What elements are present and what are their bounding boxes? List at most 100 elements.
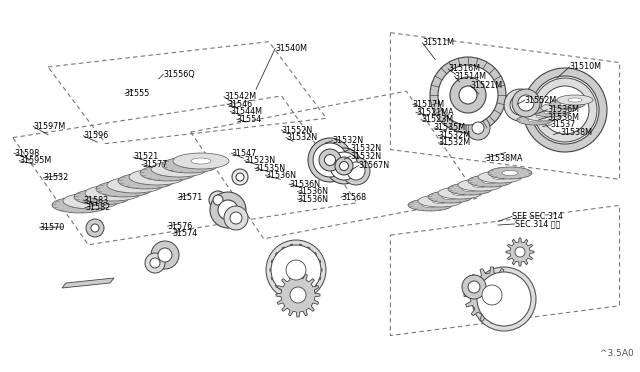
Ellipse shape — [544, 110, 558, 114]
Circle shape — [86, 219, 104, 237]
Text: 31532N: 31532N — [351, 152, 382, 161]
Ellipse shape — [478, 171, 522, 183]
Ellipse shape — [107, 177, 163, 193]
Ellipse shape — [74, 189, 130, 205]
Circle shape — [308, 138, 352, 182]
Circle shape — [290, 287, 306, 303]
Text: 31536M: 31536M — [547, 113, 579, 122]
Ellipse shape — [147, 174, 167, 180]
Circle shape — [158, 248, 172, 262]
Circle shape — [510, 95, 530, 115]
Text: 31532N: 31532N — [333, 136, 364, 145]
Ellipse shape — [452, 190, 468, 196]
Circle shape — [468, 281, 480, 293]
Ellipse shape — [136, 178, 156, 184]
Ellipse shape — [114, 186, 134, 192]
Circle shape — [466, 116, 490, 140]
Ellipse shape — [103, 190, 123, 196]
Text: 31554: 31554 — [237, 115, 262, 124]
Text: 31537: 31537 — [550, 120, 575, 129]
Circle shape — [504, 89, 536, 121]
Ellipse shape — [418, 195, 462, 207]
Circle shape — [459, 86, 477, 104]
Text: 31597M: 31597M — [33, 122, 65, 131]
Text: 31532M: 31532M — [438, 138, 470, 147]
Text: 31556Q: 31556Q — [163, 70, 195, 79]
Text: 31552N: 31552N — [282, 126, 313, 135]
Circle shape — [430, 57, 506, 133]
Ellipse shape — [432, 199, 448, 203]
Circle shape — [330, 152, 358, 180]
Text: 31552M: 31552M — [525, 96, 557, 105]
Text: 31574: 31574 — [173, 229, 198, 238]
Ellipse shape — [422, 202, 438, 208]
Circle shape — [232, 169, 248, 185]
Circle shape — [266, 240, 326, 300]
Text: 31535N: 31535N — [255, 164, 286, 173]
Text: 31532N: 31532N — [286, 133, 317, 142]
Ellipse shape — [482, 179, 498, 183]
Circle shape — [213, 195, 223, 205]
Ellipse shape — [549, 99, 585, 109]
Text: 31547: 31547 — [232, 149, 257, 158]
Circle shape — [224, 206, 248, 230]
Circle shape — [91, 224, 99, 232]
Circle shape — [326, 148, 362, 184]
Circle shape — [271, 245, 321, 295]
Circle shape — [533, 78, 597, 142]
Ellipse shape — [552, 106, 566, 110]
Text: 31567N: 31567N — [358, 161, 390, 170]
Circle shape — [482, 285, 502, 305]
Text: 31582: 31582 — [85, 203, 110, 212]
Ellipse shape — [533, 107, 569, 117]
Ellipse shape — [502, 170, 518, 176]
Text: 31523M: 31523M — [421, 115, 453, 124]
Ellipse shape — [462, 186, 478, 192]
Ellipse shape — [169, 166, 189, 172]
Polygon shape — [62, 278, 114, 288]
Text: 31570: 31570 — [40, 223, 65, 232]
Text: 31542M: 31542M — [224, 92, 256, 101]
Ellipse shape — [568, 98, 582, 102]
Ellipse shape — [488, 167, 532, 179]
Text: 31576: 31576 — [168, 222, 193, 231]
Text: 31510M: 31510M — [570, 62, 602, 71]
Ellipse shape — [96, 181, 152, 197]
Circle shape — [218, 200, 238, 220]
Ellipse shape — [92, 194, 112, 200]
Ellipse shape — [517, 115, 553, 125]
Circle shape — [477, 272, 531, 326]
Text: 31568: 31568 — [341, 193, 366, 202]
Circle shape — [518, 95, 534, 111]
Ellipse shape — [81, 198, 101, 204]
Circle shape — [339, 161, 349, 170]
Circle shape — [472, 122, 484, 134]
Text: 31544M: 31544M — [230, 107, 262, 116]
Ellipse shape — [472, 183, 488, 187]
Circle shape — [145, 253, 165, 273]
Polygon shape — [270, 244, 322, 296]
Circle shape — [286, 260, 306, 280]
Text: 31532N: 31532N — [351, 144, 382, 153]
Circle shape — [210, 192, 246, 228]
Text: 31536M: 31536M — [547, 105, 579, 114]
Ellipse shape — [85, 185, 141, 201]
Ellipse shape — [191, 158, 211, 164]
Ellipse shape — [118, 173, 174, 189]
Text: 31583: 31583 — [83, 196, 108, 205]
Circle shape — [512, 89, 540, 117]
Text: 31511M: 31511M — [422, 38, 454, 47]
Circle shape — [230, 212, 242, 224]
Circle shape — [313, 143, 347, 177]
Ellipse shape — [129, 169, 185, 185]
Polygon shape — [506, 238, 534, 266]
Text: 31517M: 31517M — [413, 100, 445, 109]
Circle shape — [450, 77, 486, 113]
Text: 31536N: 31536N — [298, 195, 328, 203]
Text: 31596: 31596 — [83, 131, 108, 140]
Text: 31577: 31577 — [142, 160, 168, 169]
Text: 31595M: 31595M — [19, 156, 51, 165]
Circle shape — [342, 157, 370, 185]
Circle shape — [515, 247, 525, 257]
Circle shape — [151, 241, 179, 269]
